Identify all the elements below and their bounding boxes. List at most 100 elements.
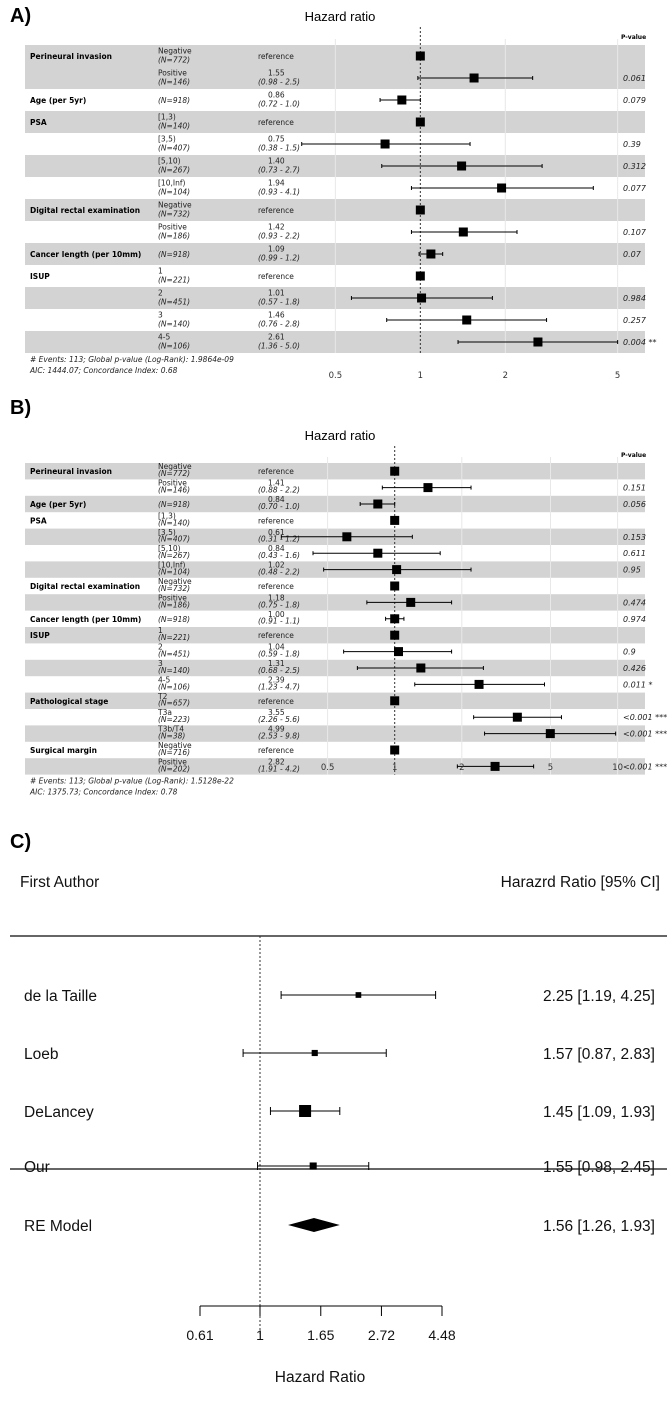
estimate-label: 1.41 [268, 479, 285, 488]
ci-label: (0.68 - 2.5) [258, 666, 300, 675]
variable-label: Digital rectal examination [30, 206, 140, 215]
hr-point [390, 696, 400, 706]
hr-point [390, 466, 400, 476]
hr-point [392, 565, 402, 575]
summary-diamond [288, 1218, 340, 1232]
estimate-label: 2.61 [268, 332, 285, 341]
ci-label: (0.59 - 1.8) [258, 650, 300, 659]
reference-label: reference [258, 697, 294, 706]
pvalue-label: <0.001 *** [623, 730, 667, 739]
n-label: (N=918) [158, 250, 190, 259]
ci-label: (0.98 - 2.5) [258, 78, 300, 87]
variable-label: Pathological stage [30, 697, 108, 706]
n-label: (N=918) [158, 500, 190, 509]
estimate-label: 1.40 [268, 156, 285, 165]
n-label: (N=657) [158, 699, 190, 708]
pvalue-label: 0.07 [623, 250, 642, 259]
variable-label: Perineural invasion [30, 467, 112, 476]
plot-title: Hazard ratio [305, 9, 376, 24]
study-author: de la Taille [24, 988, 97, 1005]
pvalue-label: 0.257 [623, 316, 647, 325]
pvalue-label: 0.39 [623, 140, 641, 149]
ci-label: (0.70 - 1.0) [258, 502, 300, 511]
hr-point [373, 548, 383, 558]
x-tick-label: 0.61 [186, 1327, 213, 1343]
ci-label: (0.73 - 2.7) [258, 166, 300, 175]
hr-point [415, 51, 425, 61]
ci-label: (1.91 - 4.2) [258, 764, 300, 773]
variable-label: Surgical margin [30, 746, 97, 755]
hr-point [311, 1049, 318, 1057]
ci-label: (0.31 - 1.2) [258, 535, 300, 544]
variable-label: ISUP [30, 631, 50, 640]
pvalue-label: 0.426 [623, 664, 646, 673]
n-label: (N=146) [158, 78, 190, 87]
pvalue-label: 0.984 [623, 294, 646, 303]
row-shade [25, 594, 645, 611]
ci-label: (0.93 - 2.2) [258, 232, 300, 241]
variable-label: Perineural invasion [30, 52, 112, 61]
study-hr-text: 1.45 [1.09, 1.93] [543, 1104, 655, 1121]
n-label: (N=186) [158, 232, 190, 241]
level-label: 1 [158, 626, 163, 635]
reference-label: reference [258, 582, 294, 591]
pvalue-label: <0.001 *** [623, 762, 667, 771]
x-tick-label: 10 [612, 763, 623, 773]
estimate-label: 1.01 [268, 288, 285, 297]
n-label: (N=106) [158, 342, 190, 351]
pvalue-label: 0.9 [623, 648, 636, 657]
estimate-label: 0.75 [268, 134, 285, 143]
footnote: AIC: 1375.73; Concordance Index: 0.78 [29, 788, 178, 797]
reference-label: reference [258, 206, 294, 215]
level-label: T2 [157, 692, 168, 701]
panel-c: C) First Author Harazrd Ratio [95% CI] de l… [10, 831, 667, 1386]
panel-letter: A) [10, 5, 31, 27]
hr-point [462, 315, 472, 325]
estimate-label: 1.04 [268, 643, 285, 652]
reference-label: reference [258, 631, 294, 640]
level-label: 4-5 [158, 675, 170, 684]
n-label: (N=451) [158, 650, 190, 659]
pvalue-label: <0.001 *** [623, 713, 667, 722]
pvalue-label: 0.611 [623, 549, 646, 558]
level-label: [5,10) [158, 156, 181, 165]
estimate-label: 3.55 [268, 708, 285, 717]
left-header: First Author [20, 874, 99, 891]
level-label: 3 [158, 310, 163, 319]
x-tick-label: 1 [256, 1327, 264, 1343]
hr-point [373, 499, 383, 509]
hr-point [397, 95, 407, 105]
n-label: (N=772) [158, 56, 190, 65]
n-label: (N=104) [158, 568, 190, 577]
level-label: Positive [158, 593, 187, 602]
estimate-label: 1.94 [268, 178, 285, 187]
panel-b: B) Hazard ratio P-value Perineural invasion… [10, 397, 667, 797]
hr-point [390, 745, 400, 755]
level-label: 1 [158, 266, 163, 275]
level-label: 2 [158, 288, 163, 297]
summary-label: RE Model [24, 1218, 92, 1235]
level-label: Negative [158, 462, 192, 471]
pvalue-label: 0.056 [623, 500, 646, 509]
ci-label: (1.23 - 4.7) [258, 682, 300, 691]
row-shade [25, 463, 645, 480]
ci-label: (0.38 - 1.5) [258, 144, 300, 153]
hr-point [393, 647, 403, 657]
level-label: [3,5) [158, 134, 176, 143]
row-shade [25, 659, 645, 677]
reference-label: reference [258, 118, 294, 127]
level-label: Positive [158, 68, 187, 77]
study-hr-text: 2.25 [1.19, 4.25] [543, 988, 655, 1005]
ci-label: (0.57 - 1.8) [258, 298, 300, 307]
estimate-label: 2.82 [268, 757, 285, 766]
hr-point [533, 337, 543, 347]
right-header: Harazrd Ratio [95% CI] [501, 874, 660, 891]
pvalue-label: 0.974 [623, 615, 646, 624]
n-label: (N=186) [158, 600, 190, 609]
level-label: [1,3) [158, 112, 176, 121]
variable-label: Cancer length (per 10mm) [30, 615, 141, 624]
level-label: Positive [158, 479, 187, 488]
hr-point [469, 73, 479, 83]
